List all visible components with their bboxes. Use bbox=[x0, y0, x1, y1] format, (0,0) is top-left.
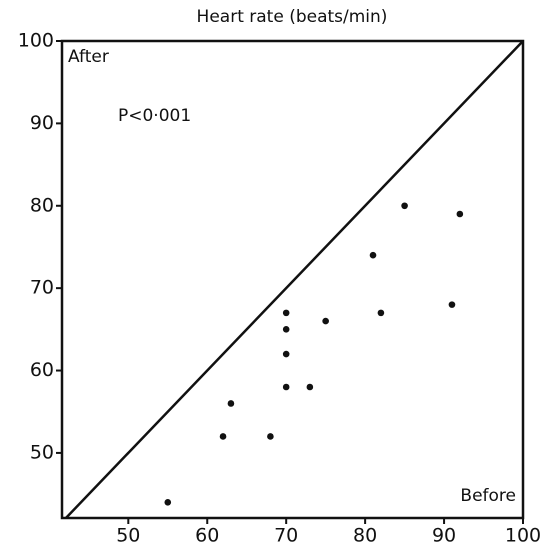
chart-title: Heart rate (beats/min) bbox=[197, 7, 388, 27]
y-tick-label: 90 bbox=[30, 112, 54, 134]
y-tick-label: 80 bbox=[30, 194, 54, 216]
point bbox=[164, 499, 172, 506]
y-tick-label: 70 bbox=[30, 277, 54, 299]
point bbox=[456, 210, 464, 218]
x-tick-label: 60 bbox=[195, 525, 219, 547]
point bbox=[377, 309, 385, 317]
y-tick-label: 50 bbox=[30, 441, 54, 463]
y-tick-label: 100 bbox=[18, 30, 54, 52]
annotation: P<0·001 bbox=[118, 106, 191, 126]
point bbox=[322, 317, 329, 325]
x-tick-label: 90 bbox=[432, 525, 456, 547]
point bbox=[282, 350, 290, 358]
plot-frame bbox=[60, 39, 525, 520]
point bbox=[306, 383, 314, 391]
identity-line bbox=[65, 40, 524, 519]
point bbox=[267, 433, 274, 440]
x-tick-label: 70 bbox=[274, 525, 298, 547]
x-tick-label: 50 bbox=[116, 525, 140, 547]
point bbox=[401, 202, 408, 210]
x-tick-label: 80 bbox=[353, 525, 377, 547]
y-tick-label: 60 bbox=[30, 359, 54, 381]
point bbox=[448, 301, 456, 308]
point bbox=[219, 433, 227, 440]
point bbox=[282, 383, 290, 391]
point bbox=[282, 309, 290, 317]
x-axis-label: Before bbox=[460, 486, 516, 506]
point bbox=[369, 251, 377, 259]
x-tick-label: 100 bbox=[505, 525, 541, 547]
y-axis-label: After bbox=[68, 47, 109, 67]
point bbox=[227, 400, 235, 407]
point bbox=[282, 326, 290, 333]
